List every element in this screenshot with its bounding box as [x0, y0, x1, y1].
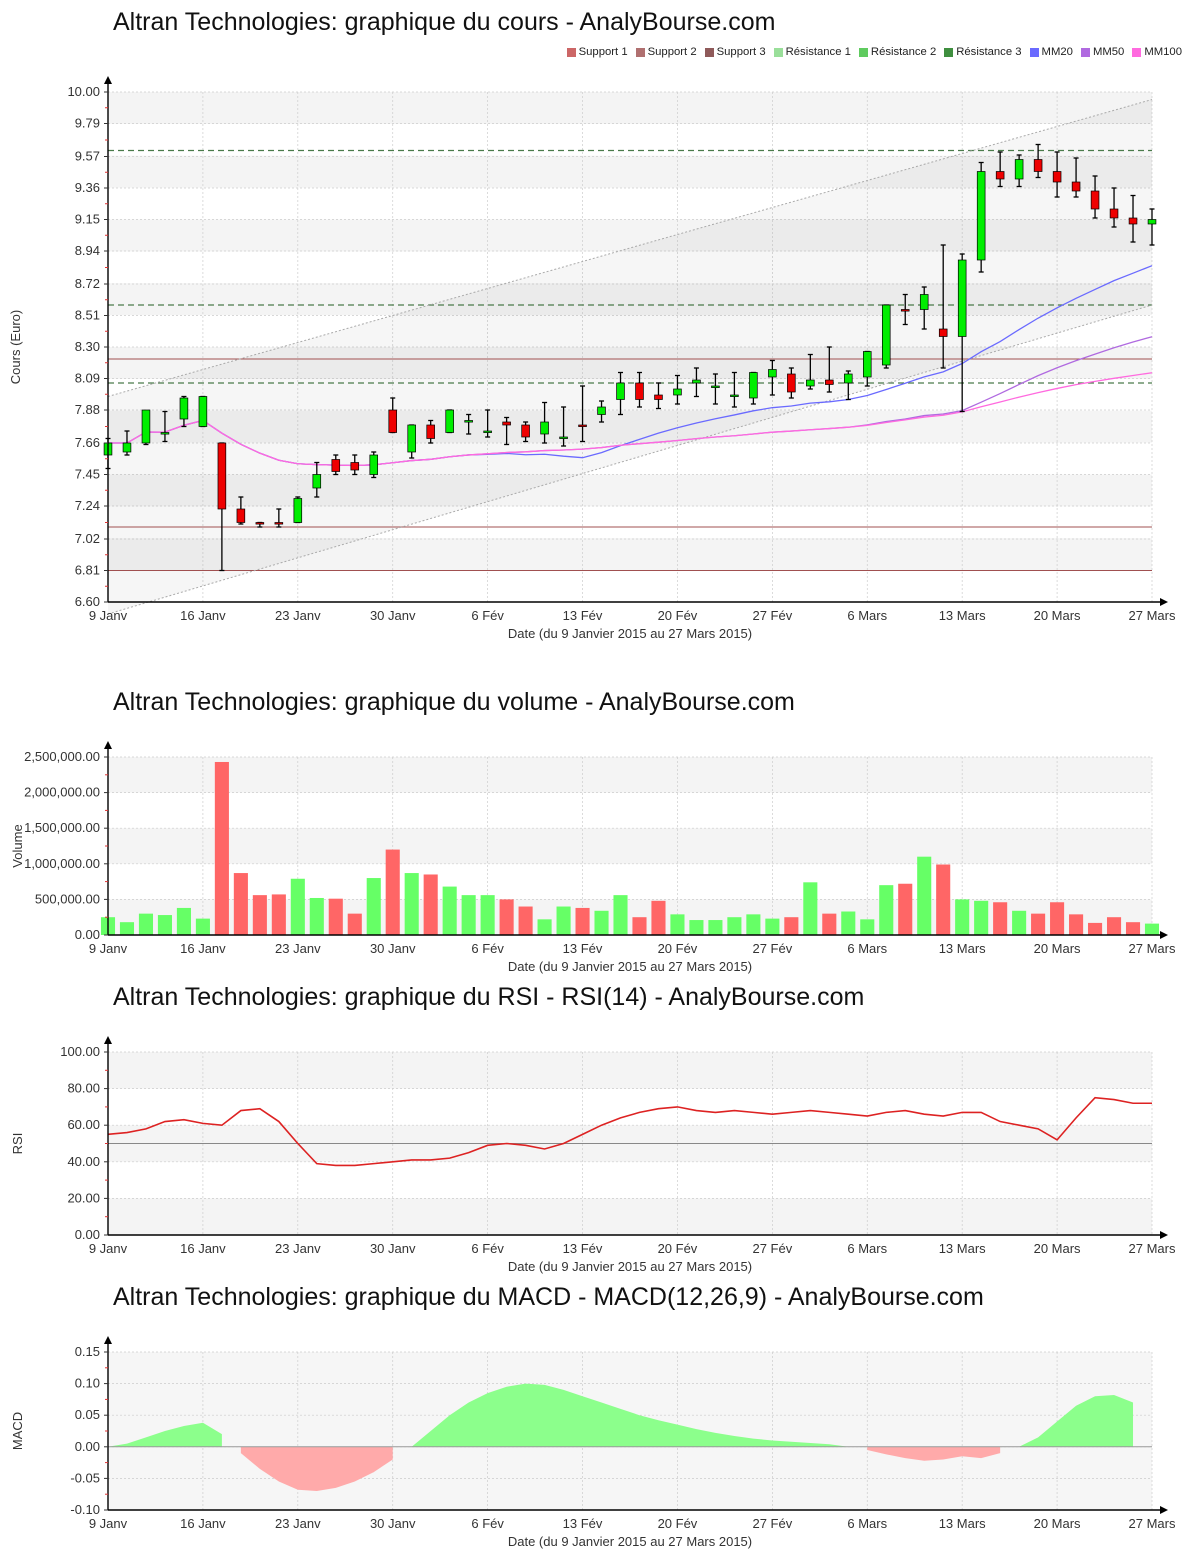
svg-text:6 Fév: 6 Fév [471, 941, 504, 956]
svg-text:6 Fév: 6 Fév [471, 1516, 504, 1531]
svg-text:30 Janv: 30 Janv [370, 941, 416, 956]
svg-text:Date (du 9 Janvier 2015 au 27: Date (du 9 Janvier 2015 au 27 Mars 2015) [508, 626, 752, 641]
svg-text:8.72: 8.72 [75, 276, 100, 291]
svg-text:9 Janv: 9 Janv [89, 941, 128, 956]
svg-text:20 Mars: 20 Mars [1034, 941, 1081, 956]
svg-text:-0.10: -0.10 [70, 1502, 100, 1517]
svg-text:9.79: 9.79 [75, 116, 100, 131]
svg-text:16 Janv: 16 Janv [180, 1516, 226, 1531]
svg-text:10.00: 10.00 [67, 84, 100, 99]
svg-text:8.94: 8.94 [75, 243, 100, 258]
svg-text:100.00: 100.00 [60, 1044, 100, 1059]
svg-text:13 Mars: 13 Mars [939, 941, 986, 956]
svg-text:0.05: 0.05 [75, 1407, 100, 1422]
svg-text:23 Janv: 23 Janv [275, 941, 321, 956]
svg-text:7.02: 7.02 [75, 531, 100, 546]
svg-text:7.24: 7.24 [75, 498, 100, 513]
svg-text:Volume: Volume [10, 824, 25, 867]
svg-text:13 Mars: 13 Mars [939, 1516, 986, 1531]
svg-text:6 Mars: 6 Mars [847, 1241, 887, 1256]
svg-text:0.10: 0.10 [75, 1376, 100, 1391]
svg-text:13 Fév: 13 Fév [563, 1516, 603, 1531]
svg-text:20 Fév: 20 Fév [658, 1516, 698, 1531]
svg-text:13 Fév: 13 Fév [563, 608, 603, 623]
svg-text:23 Janv: 23 Janv [275, 1516, 321, 1531]
svg-text:2,500,000.00: 2,500,000.00 [24, 749, 100, 764]
svg-text:6.81: 6.81 [75, 563, 100, 578]
svg-text:27 Fév: 27 Fév [752, 1241, 792, 1256]
svg-text:13 Fév: 13 Fév [563, 941, 603, 956]
svg-text:500,000.00: 500,000.00 [35, 891, 100, 906]
svg-text:Date (du 9 Janvier 2015 au 27: Date (du 9 Janvier 2015 au 27 Mars 2015) [508, 1259, 752, 1274]
svg-text:20 Fév: 20 Fév [658, 941, 698, 956]
svg-text:20 Mars: 20 Mars [1034, 1516, 1081, 1531]
svg-text:6 Mars: 6 Mars [847, 608, 887, 623]
svg-text:7.66: 7.66 [75, 435, 100, 450]
svg-text:13 Fév: 13 Fév [563, 1241, 603, 1256]
svg-text:0.00: 0.00 [75, 927, 100, 942]
svg-text:20 Mars: 20 Mars [1034, 1241, 1081, 1256]
svg-text:7.88: 7.88 [75, 402, 100, 417]
svg-text:23 Janv: 23 Janv [275, 608, 321, 623]
svg-text:8.51: 8.51 [75, 308, 100, 323]
svg-text:9 Janv: 9 Janv [89, 1516, 128, 1531]
svg-text:20 Fév: 20 Fév [658, 608, 698, 623]
svg-text:16 Janv: 16 Janv [180, 1241, 226, 1256]
svg-text:MACD: MACD [10, 1412, 25, 1450]
svg-text:30 Janv: 30 Janv [370, 608, 416, 623]
svg-text:27 Mars: 27 Mars [1129, 941, 1176, 956]
svg-text:20 Fév: 20 Fév [658, 1241, 698, 1256]
svg-text:0.15: 0.15 [75, 1344, 100, 1359]
svg-text:1,500,000.00: 1,500,000.00 [24, 820, 100, 835]
svg-text:6 Fév: 6 Fév [471, 1241, 504, 1256]
svg-text:Date (du 9 Janvier 2015 au 27: Date (du 9 Janvier 2015 au 27 Mars 2015) [508, 959, 752, 974]
svg-text:27 Mars: 27 Mars [1129, 1516, 1176, 1531]
svg-text:6 Fév: 6 Fév [471, 608, 504, 623]
svg-text:16 Janv: 16 Janv [180, 941, 226, 956]
svg-text:-0.05: -0.05 [70, 1470, 100, 1485]
svg-text:6 Mars: 6 Mars [847, 1516, 887, 1531]
svg-text:9.15: 9.15 [75, 212, 100, 227]
svg-text:9.36: 9.36 [75, 180, 100, 195]
svg-text:16 Janv: 16 Janv [180, 608, 226, 623]
svg-text:40.00: 40.00 [67, 1154, 100, 1169]
svg-text:7.45: 7.45 [75, 467, 100, 482]
svg-text:8.30: 8.30 [75, 339, 100, 354]
svg-text:2,000,000.00: 2,000,000.00 [24, 785, 100, 800]
svg-text:9 Janv: 9 Janv [89, 608, 128, 623]
svg-text:20 Mars: 20 Mars [1034, 608, 1081, 623]
svg-text:0.00: 0.00 [75, 1227, 100, 1242]
svg-text:27 Mars: 27 Mars [1129, 1241, 1176, 1256]
svg-text:Date (du 9 Janvier 2015 au 27: Date (du 9 Janvier 2015 au 27 Mars 2015) [508, 1534, 752, 1549]
svg-text:13 Mars: 13 Mars [939, 1241, 986, 1256]
svg-text:27 Fév: 27 Fév [752, 1516, 792, 1531]
svg-text:27 Fév: 27 Fév [752, 941, 792, 956]
svg-text:60.00: 60.00 [67, 1117, 100, 1132]
svg-text:13 Mars: 13 Mars [939, 608, 986, 623]
svg-text:6.60: 6.60 [75, 594, 100, 609]
svg-text:20.00: 20.00 [67, 1190, 100, 1205]
svg-text:1,000,000.00: 1,000,000.00 [24, 856, 100, 871]
svg-text:80.00: 80.00 [67, 1081, 100, 1096]
svg-text:9 Janv: 9 Janv [89, 1241, 128, 1256]
svg-text:23 Janv: 23 Janv [275, 1241, 321, 1256]
svg-text:27 Fév: 27 Fév [752, 608, 792, 623]
svg-text:6 Mars: 6 Mars [847, 941, 887, 956]
svg-text:9.57: 9.57 [75, 149, 100, 164]
svg-text:30 Janv: 30 Janv [370, 1241, 416, 1256]
svg-text:RSI: RSI [10, 1133, 25, 1155]
svg-text:Cours (Euro): Cours (Euro) [8, 310, 23, 384]
svg-text:0.00: 0.00 [75, 1439, 100, 1454]
svg-text:27 Mars: 27 Mars [1129, 608, 1176, 623]
svg-text:30 Janv: 30 Janv [370, 1516, 416, 1531]
svg-text:8.09: 8.09 [75, 371, 100, 386]
